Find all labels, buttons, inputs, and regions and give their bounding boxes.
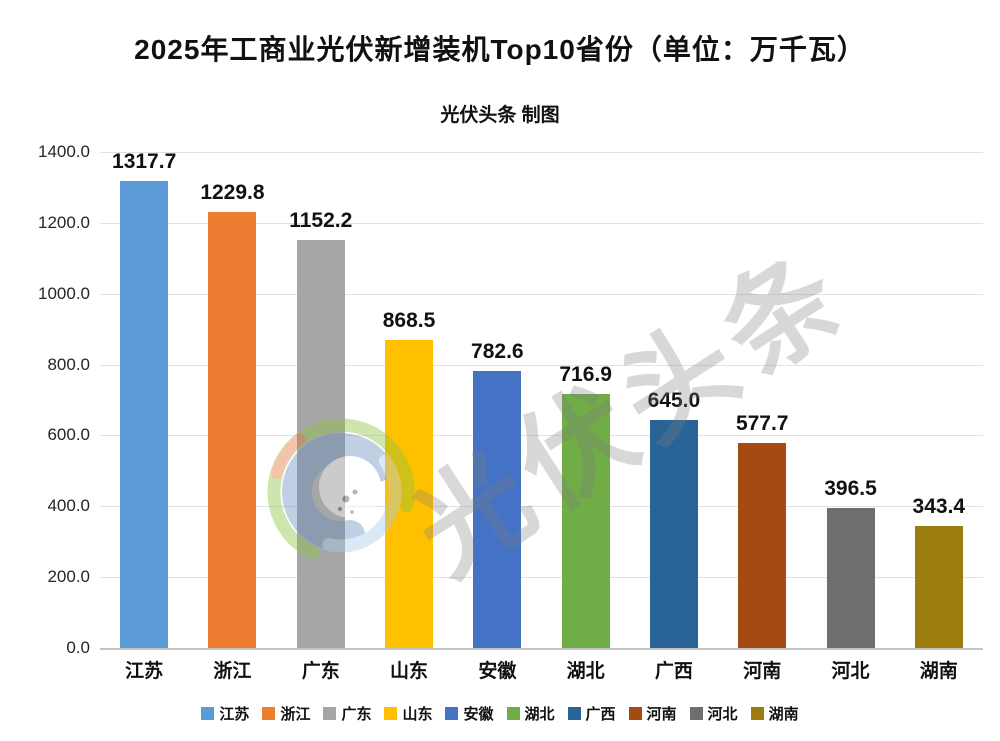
bar-浙江 — [208, 212, 257, 648]
bars-group: 1317.7 江苏 1229.8 浙江 1152.2 广东 868.5 山东 782.6 安徽 71… — [100, 150, 983, 683]
gridline — [100, 222, 983, 224]
chart-title: 2025年工商业光伏新增装机Top10省份（单位：万千瓦） — [134, 34, 866, 65]
x-axis-line — [100, 648, 983, 650]
legend-swatch-icon — [750, 707, 764, 720]
bar-slot-山东: 868.5 山东 — [365, 152, 453, 682]
x-axis-label: 湖北 — [566, 661, 605, 682]
bar-value-label: 868.5 — [382, 309, 436, 333]
legend-item-河北: 河北 — [689, 703, 738, 724]
legend-item-浙江: 浙江 — [262, 703, 310, 724]
legend-swatch-icon — [689, 707, 703, 720]
bar-value-label: 577.7 — [735, 412, 789, 436]
bar-江苏 — [120, 181, 169, 648]
legend-swatch-icon — [201, 707, 215, 720]
legend-item-广东: 广东 — [323, 703, 371, 724]
legend: 江苏 浙江 广东 山东 安徽 湖北 广西 河南 河北 湖南 — [0, 703, 1000, 724]
bar-slot-湖北: 716.9 湖北 — [541, 152, 629, 682]
bar-slot-江苏: 1317.7 江苏 — [100, 150, 188, 682]
y-axis-tick-label: 200.0 — [47, 567, 90, 587]
legend-swatch-icon — [323, 707, 337, 720]
y-axis-tick-label: 400.0 — [47, 496, 90, 516]
legend-item-湖北: 湖北 — [506, 703, 555, 724]
bar-河南 — [738, 443, 787, 648]
gridline — [100, 435, 983, 437]
legend-label: 湖南 — [768, 706, 799, 723]
legend-swatch-icon — [628, 707, 642, 720]
plot-area: 0.0 200.0 400.0 600.0 800.0 1000.0 1200.0 1400.… — [38, 143, 983, 683]
legend-label: 湖北 — [524, 706, 555, 723]
gridline — [100, 506, 983, 508]
legend-item-河南: 河南 — [628, 703, 677, 724]
bar-value-label: 716.9 — [559, 363, 612, 387]
bar-value-label: 782.6 — [471, 339, 524, 363]
legend-label: 广东 — [341, 706, 372, 723]
x-axis-label: 广东 — [301, 661, 340, 682]
bar-slot-广西: 645.0 广西 — [630, 152, 718, 683]
bar-安徽 — [473, 370, 522, 648]
bar-slot-安徽: 782.6 安徽 — [453, 152, 541, 682]
gridline — [100, 152, 983, 153]
legend-label: 山东 — [402, 706, 433, 723]
y-axis-tick-label: 1000.0 — [38, 283, 90, 303]
x-axis-label: 浙江 — [213, 661, 252, 682]
bar-value-label: 645.0 — [647, 388, 701, 412]
bar-slot-广东: 1152.2 广东 — [277, 152, 365, 682]
legend-item-广西: 广西 — [567, 703, 616, 724]
x-axis-label: 广西 — [654, 661, 693, 682]
legend-swatch-icon — [567, 707, 581, 720]
gridline — [100, 364, 983, 366]
x-axis-label: 河南 — [743, 661, 782, 682]
bar-value-label: 1152.2 — [289, 208, 353, 232]
legend-label: 河南 — [646, 706, 677, 723]
legend-item-山东: 山东 — [384, 703, 432, 724]
legend-swatch-icon — [384, 707, 398, 720]
legend-label: 河北 — [707, 706, 738, 723]
bar-slot-湖南: 343.4 湖南 — [895, 152, 983, 682]
legend-label: 安徽 — [463, 706, 494, 723]
gridline — [100, 293, 983, 295]
legend-swatch-icon — [506, 707, 520, 720]
bar-山东 — [385, 340, 434, 648]
y-axis-tick-label: 0.0 — [66, 638, 90, 657]
legend-label: 浙江 — [280, 706, 311, 723]
x-axis-label: 安徽 — [478, 661, 517, 682]
bar-广西 — [649, 419, 698, 648]
bar-value-label: 343.4 — [912, 495, 966, 519]
bar-slot-河南: 577.7 河南 — [718, 152, 806, 682]
x-axis-label: 湖南 — [919, 661, 958, 682]
bar-slot-河北: 396.5 河北 — [806, 152, 894, 682]
x-axis-label: 河北 — [831, 661, 870, 682]
gridline — [100, 577, 983, 579]
legend-swatch-icon — [262, 707, 276, 720]
bar-河北 — [826, 507, 875, 648]
x-axis-label: 山东 — [390, 661, 429, 682]
chart-subtitle: 光伏头条 制图 — [440, 105, 560, 126]
bar-slot-浙江: 1229.8 浙江 — [188, 152, 276, 682]
bar-湖北 — [561, 394, 610, 648]
bar-广东 — [296, 239, 345, 648]
bar-value-label: 396.5 — [824, 476, 877, 500]
legend-label: 广西 — [585, 706, 616, 723]
y-axis-tick-label: 1400.0 — [38, 142, 90, 161]
legend-item-江苏: 江苏 — [201, 703, 249, 724]
bar-湖南 — [914, 526, 963, 648]
legend-item-安徽: 安徽 — [445, 703, 494, 724]
x-axis-label: 江苏 — [125, 661, 164, 682]
legend-item-湖南: 湖南 — [750, 703, 799, 724]
legend-label: 江苏 — [219, 706, 250, 723]
y-axis-tick-label: 800.0 — [47, 354, 90, 374]
legend-swatch-icon — [445, 707, 459, 720]
bar-value-label: 1317.7 — [112, 150, 177, 174]
y-axis-tick-label: 1200.0 — [38, 212, 90, 232]
bar-value-label: 1229.8 — [200, 181, 265, 205]
y-axis-tick-label: 600.0 — [47, 425, 90, 445]
